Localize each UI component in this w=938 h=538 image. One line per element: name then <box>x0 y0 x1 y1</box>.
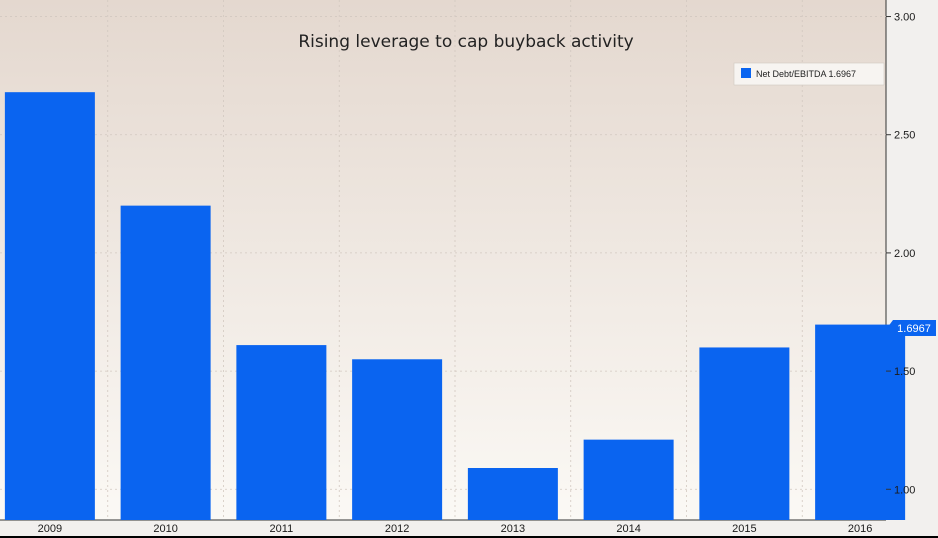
x-tick-label: 2016 <box>848 523 872 535</box>
bar-2011 <box>236 345 327 520</box>
y-tick-label: 1.50 <box>894 366 915 378</box>
x-tick-label: 2012 <box>385 523 409 535</box>
x-tick-labels: 2009 2010 2011 2012 2013 2014 2015 2016 <box>38 523 873 535</box>
x-tick-label: 2009 <box>38 523 62 535</box>
bar-2012 <box>352 359 443 520</box>
x-tick-label: 2014 <box>616 523 640 535</box>
bar-2010 <box>120 205 211 521</box>
x-axis-band <box>0 520 886 536</box>
x-tick-label: 2010 <box>153 523 177 535</box>
grid-lines <box>0 0 886 520</box>
y-tick-label: 1.00 <box>894 484 915 496</box>
x-tick-label: 2013 <box>501 523 525 535</box>
bars-group <box>4 92 906 521</box>
last-value-marker: 1.6967 <box>887 320 936 336</box>
legend-swatch <box>741 68 751 78</box>
bar-2013 <box>467 468 558 520</box>
y-tick-label: 2.00 <box>894 248 915 260</box>
last-value-label: 1.6967 <box>897 323 931 335</box>
x-tick-label: 2015 <box>732 523 756 535</box>
y-tick-label: 2.50 <box>894 130 915 142</box>
legend-box <box>733 62 885 86</box>
y-tick-label: 3.00 <box>894 12 915 24</box>
y-tick-labels: 3.00 2.50 2.00 1.50 1.00 <box>886 12 915 496</box>
chart-title: Rising leverage to cap buyback activity <box>298 32 633 52</box>
bar-2014 <box>583 439 674 520</box>
bar-2016 <box>815 324 906 520</box>
last-value-tag <box>887 320 936 336</box>
bar-2015 <box>699 347 790 520</box>
bar-2009 <box>4 92 95 520</box>
legend: Net Debt/EBITDA 1.6967 <box>733 62 885 86</box>
legend-label: Net Debt/EBITDA 1.6967 <box>756 69 856 79</box>
x-tick-label: 2011 <box>270 523 294 535</box>
